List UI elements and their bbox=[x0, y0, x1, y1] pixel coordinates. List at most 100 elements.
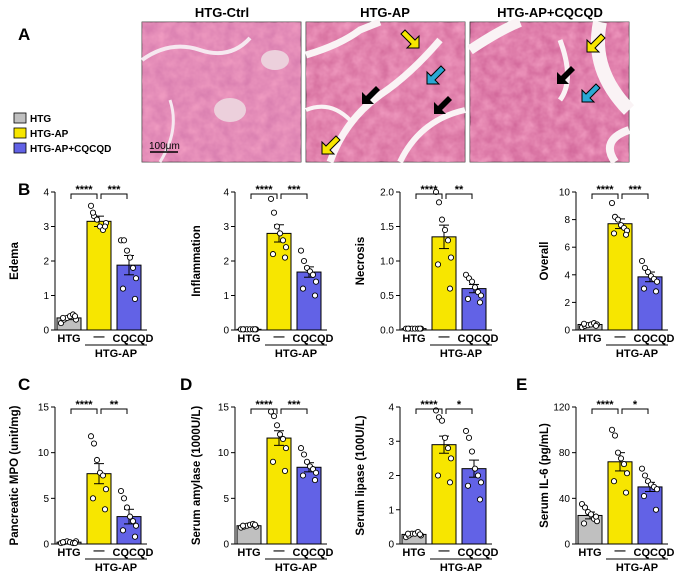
significance-bracket bbox=[250, 193, 278, 199]
data-point bbox=[93, 216, 101, 223]
x-label-group: HTG-AP bbox=[616, 562, 658, 574]
histology-title-ap-cqcqd: HTG-AP+CQCQD bbox=[497, 5, 603, 20]
y-tick-label: 15 bbox=[218, 403, 230, 414]
data-point bbox=[269, 458, 277, 465]
data-point bbox=[610, 230, 618, 237]
arrow-yellow-icon bbox=[321, 135, 341, 155]
data-point bbox=[471, 284, 479, 291]
significance-bracket bbox=[100, 193, 128, 199]
data-point bbox=[468, 448, 476, 455]
data-point bbox=[653, 486, 661, 493]
data-point bbox=[126, 513, 134, 520]
data-point bbox=[644, 268, 652, 276]
bar-htg-ap bbox=[86, 220, 112, 331]
y-tick-label: 3 bbox=[43, 222, 49, 233]
data-point bbox=[447, 455, 455, 462]
data-point bbox=[279, 435, 287, 443]
data-point bbox=[270, 413, 278, 420]
legend-label-ap: HTG-AP bbox=[30, 129, 69, 140]
legend-label-htg: HTG bbox=[30, 114, 51, 125]
significance-bracket bbox=[250, 408, 278, 414]
y-axis-label: Serum lipase (100U/L) bbox=[355, 415, 367, 535]
significance-bracket bbox=[415, 408, 443, 414]
arrow-yellow-icon bbox=[586, 33, 606, 53]
data-point bbox=[581, 504, 589, 511]
data-point bbox=[444, 445, 452, 452]
data-point bbox=[251, 326, 259, 333]
data-point bbox=[438, 216, 446, 223]
data-point bbox=[297, 247, 305, 254]
data-point bbox=[416, 531, 424, 538]
data-point bbox=[464, 295, 472, 303]
x-label-cqcqd: CQCQD bbox=[634, 547, 675, 559]
data-point bbox=[279, 237, 287, 244]
x-label-cqcqd: CQCQD bbox=[458, 547, 499, 559]
legend-swatch-cqcqd bbox=[13, 142, 27, 154]
data-point bbox=[434, 472, 442, 479]
significance-label: * bbox=[457, 399, 462, 411]
data-point bbox=[102, 486, 110, 493]
x-label-cqcqd: CQCQD bbox=[458, 333, 499, 345]
significance-bracket bbox=[591, 193, 619, 199]
y-tick-label: 40 bbox=[559, 494, 571, 505]
x-label-htg: HTG bbox=[237, 333, 260, 345]
y-axis-label: Overall bbox=[539, 242, 551, 281]
x-label-htg: HTG bbox=[237, 547, 260, 559]
y-axis-label: Serum amylase (1000U/L) bbox=[191, 406, 203, 546]
arrow-cyan-icon bbox=[581, 83, 601, 103]
data-point bbox=[99, 472, 107, 479]
arrow-black-icon bbox=[362, 86, 380, 104]
y-tick-label: 2 bbox=[388, 471, 394, 482]
histology-title-ctrl: HTG-Ctrl bbox=[195, 5, 249, 20]
y-axis-label: Serum IL-6 (pg/mL) bbox=[539, 423, 551, 528]
histology-image-ctrl bbox=[140, 21, 302, 163]
data-point bbox=[468, 278, 476, 285]
data-point bbox=[89, 209, 97, 216]
panel-letter-d: D bbox=[180, 375, 192, 394]
data-point bbox=[281, 254, 289, 261]
data-point bbox=[132, 275, 140, 282]
y-axis-label: Inflammation bbox=[191, 225, 203, 297]
y-tick-label: 0 bbox=[223, 540, 229, 551]
data-point bbox=[59, 539, 67, 546]
x-label-cqcqd: CQCQD bbox=[293, 333, 334, 345]
data-point bbox=[617, 455, 625, 462]
x-label-htg: HTG bbox=[402, 333, 425, 345]
legend: HTG HTG-AP HTG-AP+CQCQD bbox=[13, 112, 111, 155]
x-label-group: HTG-AP bbox=[616, 348, 658, 360]
y-tick-label: 5 bbox=[43, 494, 49, 505]
significance-bracket bbox=[70, 193, 98, 199]
bar-htg-ap bbox=[607, 223, 633, 331]
y-tick-label: 1 bbox=[388, 505, 394, 516]
x-label-htg: HTG bbox=[578, 333, 601, 345]
x-label-htg: HTG bbox=[57, 547, 80, 559]
data-point bbox=[404, 325, 412, 332]
data-point bbox=[282, 244, 290, 251]
data-point bbox=[90, 440, 98, 447]
significance-bracket bbox=[445, 193, 473, 199]
data-point bbox=[300, 257, 308, 265]
data-point bbox=[614, 216, 622, 223]
arrow-black-icon bbox=[557, 66, 575, 84]
y-tick-label: 10 bbox=[218, 448, 230, 459]
data-point bbox=[477, 479, 485, 486]
data-point bbox=[592, 322, 600, 329]
data-point bbox=[438, 417, 446, 424]
data-point bbox=[580, 320, 588, 327]
data-point bbox=[477, 292, 485, 299]
significance-label: *** bbox=[288, 399, 302, 411]
x-label-group: HTG-AP bbox=[440, 348, 482, 360]
data-point bbox=[273, 223, 281, 230]
data-point bbox=[580, 520, 588, 527]
y-tick-label: 4 bbox=[564, 270, 570, 281]
histology-panels: HTG-Ctrl HTG-AP HTG-AP+CQCQD bbox=[140, 5, 635, 165]
data-point bbox=[641, 264, 649, 271]
y-tick-label: 0 bbox=[43, 540, 49, 551]
y-tick-label: 0.0 bbox=[380, 326, 394, 337]
histology-title-ap: HTG-AP bbox=[360, 5, 410, 20]
data-point bbox=[464, 482, 472, 489]
